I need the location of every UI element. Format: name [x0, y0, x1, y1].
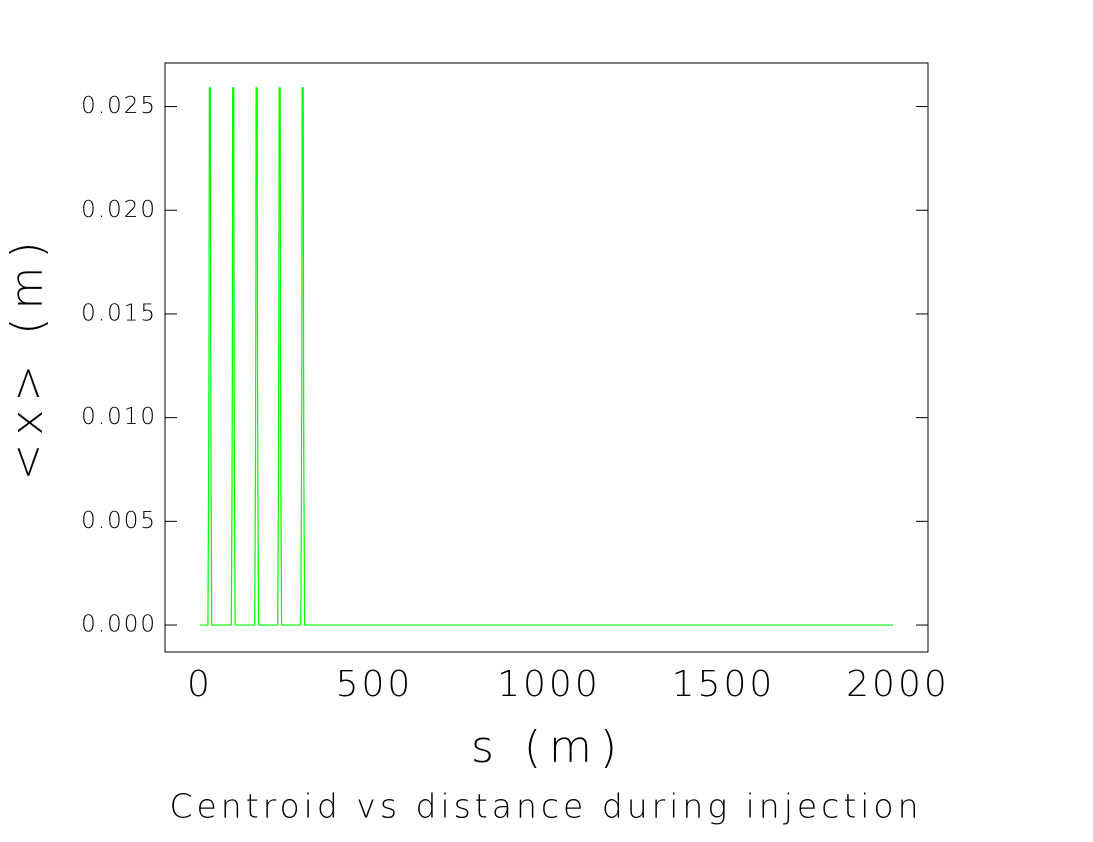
x-tick-label: 1000: [497, 664, 601, 705]
y-tick-label: 0.020: [81, 197, 157, 223]
x-tick-label: 1500: [672, 664, 776, 705]
y-tick-label: 0.000: [81, 612, 157, 638]
x-tick-label: 2000: [846, 664, 950, 705]
chart-title: Centroid vs distance during injection: [169, 787, 922, 826]
data-line: [199, 87, 894, 626]
x-tick-label: 500: [336, 664, 414, 705]
y-axis-label: <x> (m): [2, 234, 53, 481]
x-axis-label: s (m): [471, 722, 625, 773]
y-tick-label: 0.005: [81, 508, 157, 534]
y-tick-label: 0.025: [81, 93, 157, 119]
y-tick-label: 0.015: [81, 300, 157, 326]
y-tick-label: 0.010: [81, 404, 157, 430]
plot-frame: [164, 62, 929, 653]
x-tick-label: 0: [187, 664, 213, 705]
